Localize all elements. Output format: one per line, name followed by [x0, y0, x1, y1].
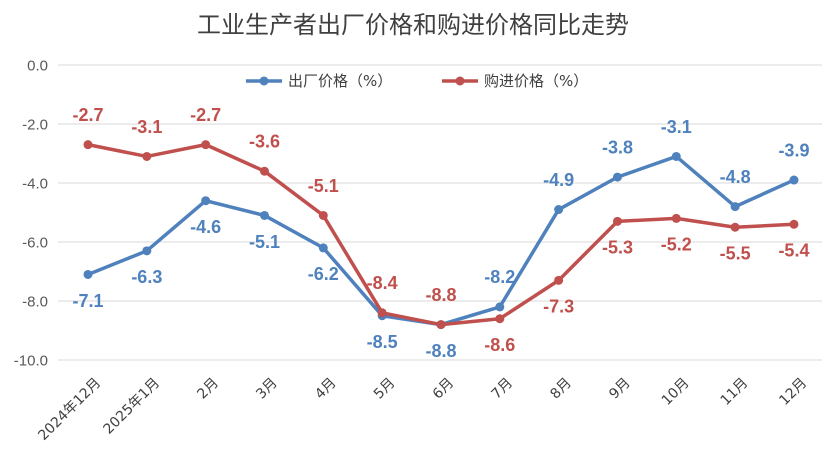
- data-point-export-price: [789, 175, 799, 185]
- data-point-export-price: [671, 151, 681, 161]
- data-label-export-price: -6.2: [308, 264, 339, 284]
- data-point-purchase-price: [377, 308, 387, 318]
- data-label-export-price: -3.9: [778, 140, 809, 160]
- legend-swatch-purchase-marker: [455, 76, 465, 86]
- data-label-export-price: -4.9: [543, 170, 574, 190]
- data-label-purchase-price: -5.2: [661, 235, 692, 255]
- y-axis-ticks: 0.0 -2.0 -4.0 -6.0 -8.0 -10.0: [14, 57, 48, 369]
- y-tick-label: -10.0: [14, 352, 48, 369]
- data-label-purchase-price: -8.6: [484, 335, 515, 355]
- legend-label-purchase-price: 购进价格（%）: [484, 72, 588, 90]
- data-point-purchase-price: [318, 210, 328, 220]
- legend-swatch-export-marker: [259, 76, 269, 86]
- data-point-purchase-price: [671, 213, 681, 223]
- data-label-purchase-price: -7.3: [543, 297, 574, 317]
- data-label-export-price: -3.1: [661, 117, 692, 137]
- data-point-purchase-price: [142, 151, 152, 161]
- chart-title: 工业生产者出厂价格和购进价格同比走势: [197, 11, 629, 39]
- y-tick-label: 0.0: [27, 57, 48, 74]
- data-point-purchase-price: [495, 314, 505, 324]
- y-tick-label: -4.0: [22, 175, 48, 192]
- data-label-export-price: -3.8: [602, 137, 633, 157]
- data-label-export-price: -7.1: [72, 291, 103, 311]
- data-label-export-price: -6.3: [131, 267, 162, 287]
- data-label-purchase-price: -2.7: [190, 105, 221, 125]
- data-point-purchase-price: [730, 222, 740, 232]
- data-point-export-price: [612, 172, 622, 182]
- data-label-purchase-price: -5.4: [778, 241, 809, 261]
- data-point-purchase-price: [612, 216, 622, 226]
- data-point-purchase-price: [789, 219, 799, 229]
- data-point-export-price: [259, 210, 269, 220]
- legend-item-export-price: 出厂价格（%）: [246, 72, 392, 90]
- legend: 出厂价格（%） 购进价格（%）: [246, 72, 588, 90]
- data-label-purchase-price: -2.7: [72, 105, 103, 125]
- data-label-export-price: -4.6: [190, 217, 221, 237]
- data-point-export-price: [83, 269, 93, 279]
- data-label-purchase-price: -5.1: [308, 176, 339, 196]
- y-tick-label: -6.0: [22, 234, 48, 251]
- data-point-export-price: [201, 196, 211, 206]
- legend-item-purchase-price: 购进价格（%）: [442, 72, 588, 90]
- data-point-export-price: [730, 202, 740, 212]
- data-label-export-price: -8.5: [367, 332, 398, 352]
- data-label-purchase-price: -8.8: [425, 285, 456, 305]
- y-tick-label: -2.0: [22, 116, 48, 133]
- data-point-export-price: [495, 302, 505, 312]
- series-lines: [83, 140, 799, 330]
- data-label-purchase-price: -8.4: [367, 273, 398, 293]
- data-label-purchase-price: -5.3: [602, 238, 633, 258]
- data-point-purchase-price: [259, 166, 269, 176]
- data-label-purchase-price: -3.6: [249, 132, 280, 152]
- y-tick-label: -8.0: [22, 293, 48, 310]
- data-label-export-price: -8.8: [425, 341, 456, 361]
- data-label-export-price: -5.1: [249, 232, 280, 252]
- gridlines: [58, 64, 822, 361]
- data-point-purchase-price: [83, 140, 93, 150]
- data-labels: -7.1 -6.3 -4.6 -5.1 -6.2 -8.5 -8.8 -8.2 -4.9 -3.8…: [72, 105, 809, 361]
- data-label-purchase-price: -3.1: [131, 117, 162, 137]
- data-label-export-price: -4.8: [720, 167, 751, 187]
- legend-label-export-price: 出厂价格（%）: [288, 72, 392, 90]
- data-point-purchase-price: [201, 140, 211, 150]
- data-point-export-price: [554, 205, 564, 215]
- data-point-purchase-price: [554, 275, 564, 285]
- data-label-purchase-price: -5.5: [720, 244, 751, 264]
- data-point-export-price: [318, 243, 328, 253]
- data-point-purchase-price: [436, 320, 446, 330]
- data-point-export-price: [142, 246, 152, 256]
- data-label-export-price: -8.2: [484, 267, 515, 287]
